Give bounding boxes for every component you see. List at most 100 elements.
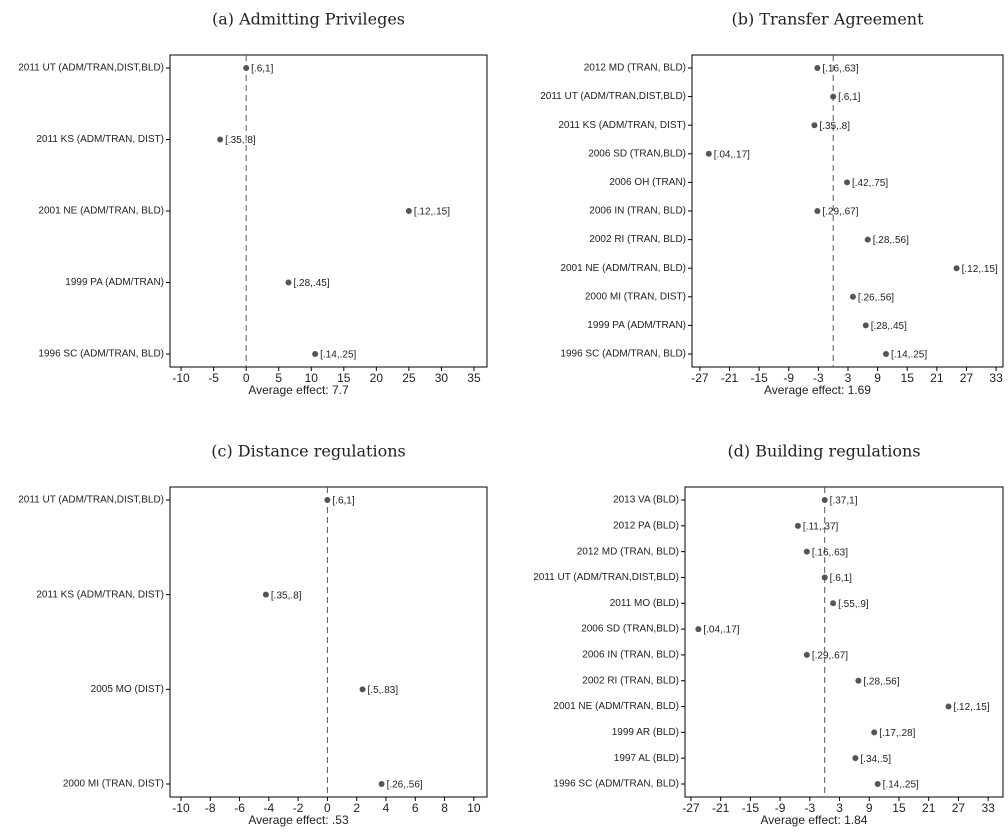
x-tick-label: 3 <box>845 371 852 385</box>
point <box>794 522 801 529</box>
x-tick-label: 0 <box>243 371 250 385</box>
point <box>830 93 837 100</box>
point <box>864 236 871 243</box>
y-tick-label: 2012 MD (TRAN, BLD) <box>584 63 686 74</box>
point <box>217 136 224 143</box>
point <box>830 600 837 607</box>
point <box>821 574 828 581</box>
point <box>874 781 881 787</box>
point <box>821 497 828 503</box>
x-tick-label: -2 <box>293 801 304 815</box>
point-annotation: [.28,.56] <box>863 676 899 687</box>
point-annotation: [.6,1] <box>838 92 860 103</box>
y-tick-label: 2012 PA (BLD) <box>613 520 679 531</box>
x-tick-label: -27 <box>691 371 709 385</box>
point-annotation: [.04,.17] <box>703 625 739 636</box>
point-annotation: [.14,.25] <box>320 350 356 361</box>
y-tick-label: 2002 RI (TRAN, BLD) <box>589 234 686 245</box>
y-tick-label: 2000 MI (TRAN, DIST) <box>585 291 686 302</box>
y-tick-label: 2006 SD (TRAN,BLD) <box>581 624 679 635</box>
point-annotation: [.11,.37] <box>803 521 839 532</box>
point-annotation: [.12,.15] <box>414 207 450 218</box>
point-annotation: [.35,.8] <box>819 121 850 132</box>
x-tick-label: 27 <box>952 801 966 815</box>
y-tick-label: 2001 NE (ADM/TRAN, BLD) <box>38 206 164 217</box>
x-tick-label: -3 <box>804 801 815 815</box>
y-tick-label: 2011 KS (ADM/TRAN, DIST) <box>36 589 164 600</box>
y-tick-label: 1996 SC (ADM/TRAN, BLD) <box>560 349 686 360</box>
point <box>811 122 818 129</box>
x-tick-label: -10 <box>172 801 190 815</box>
point-annotation: [.28,.45] <box>871 321 907 332</box>
x-tick-label: -27 <box>682 801 700 815</box>
point <box>849 293 856 300</box>
x-tick-label: 15 <box>892 801 906 815</box>
point-annotation: [.28,.56] <box>873 235 909 246</box>
y-tick-label: 2012 MD (TRAN, BLD) <box>577 546 679 557</box>
point-annotation: [.6,1] <box>251 64 273 75</box>
x-tick-label: 0 <box>324 801 331 815</box>
point <box>855 677 862 684</box>
plot-frame <box>684 486 1004 798</box>
point <box>871 729 878 736</box>
point-annotation: [.28,.45] <box>293 278 329 289</box>
point <box>883 351 890 357</box>
point-annotation: [.6,1] <box>332 496 354 507</box>
x-tick-label: 15 <box>337 371 351 385</box>
point-annotation: [.12,.15] <box>962 264 998 275</box>
point-annotation: [.35,.8] <box>225 135 256 146</box>
x-tick-label: 5 <box>275 371 282 385</box>
y-tick-label: 2006 SD (TRAN,BLD) <box>588 148 686 159</box>
point <box>405 208 412 214</box>
x-tick-label: -9 <box>783 371 794 385</box>
point-annotation: [.6,1] <box>830 573 852 584</box>
point-annotation: [.26,.56] <box>387 780 423 791</box>
x-tick-label: -6 <box>234 801 245 815</box>
point-annotation: [.42,.75] <box>852 178 888 189</box>
y-tick-label: 2011 KS (ADM/TRAN, DIST) <box>558 120 686 131</box>
y-tick-label: 2011 UT (ADM/TRAN,DIST,BLD) <box>540 91 686 102</box>
y-tick-label: 2006 IN (TRAN, BLD) <box>582 650 679 661</box>
x-tick-label: 30 <box>435 371 449 385</box>
point-annotation: [.14,.25] <box>883 780 919 791</box>
point <box>803 651 810 658</box>
x-axis-label: Average effect: 1.69 <box>764 383 871 397</box>
y-tick-label: 2006 IN (TRAN, BLD) <box>589 206 686 217</box>
x-tick-label: -10 <box>172 371 190 385</box>
point-annotation: [.35,.8] <box>271 590 302 601</box>
x-tick-label: 15 <box>901 371 915 385</box>
point-annotation: [.55,.9] <box>838 599 869 610</box>
point <box>844 179 851 186</box>
x-tick-label: -9 <box>775 801 786 815</box>
point <box>312 351 319 357</box>
y-tick-label: 2011 UT (ADM/TRAN,DIST,BLD) <box>18 63 164 74</box>
x-tick-label: 10 <box>305 371 319 385</box>
x-tick-label: 9 <box>866 801 873 815</box>
point-annotation: [.26,.56] <box>858 292 894 303</box>
y-tick-label: 1996 SC (ADM/TRAN, BLD) <box>38 349 164 360</box>
point-annotation: [.12,.15] <box>954 702 990 713</box>
point <box>243 65 250 71</box>
point-annotation: [.16,.63] <box>812 547 848 558</box>
y-tick-label: 1999 PA (ADM/TRAN) <box>587 320 686 331</box>
y-tick-label: 2005 MO (DIST) <box>91 684 164 695</box>
y-tick-label: 2001 NE (ADM/TRAN, BLD) <box>553 701 679 712</box>
point <box>862 322 869 329</box>
x-tick-label: 33 <box>981 801 995 815</box>
point <box>324 497 331 503</box>
y-tick-label: 2013 VA (BLD) <box>613 495 679 506</box>
point-annotation: [.37,1] <box>830 496 858 507</box>
point <box>262 591 269 598</box>
x-tick-label: 33 <box>989 371 1003 385</box>
x-axis-label: Average effect: 7.7 <box>248 383 349 397</box>
point-annotation: [.34,.5] <box>860 754 891 765</box>
point <box>814 65 821 71</box>
x-tick-label: 3 <box>836 801 843 815</box>
x-axis-label: Average effect: .53 <box>248 813 349 827</box>
plot-frame <box>169 486 488 798</box>
point-annotation: [.29,.67] <box>822 207 858 218</box>
point-annotation: [.16,.63] <box>822 64 858 75</box>
x-tick-label: 35 <box>467 371 481 385</box>
y-tick-label: 2001 NE (ADM/TRAN, BLD) <box>560 263 686 274</box>
